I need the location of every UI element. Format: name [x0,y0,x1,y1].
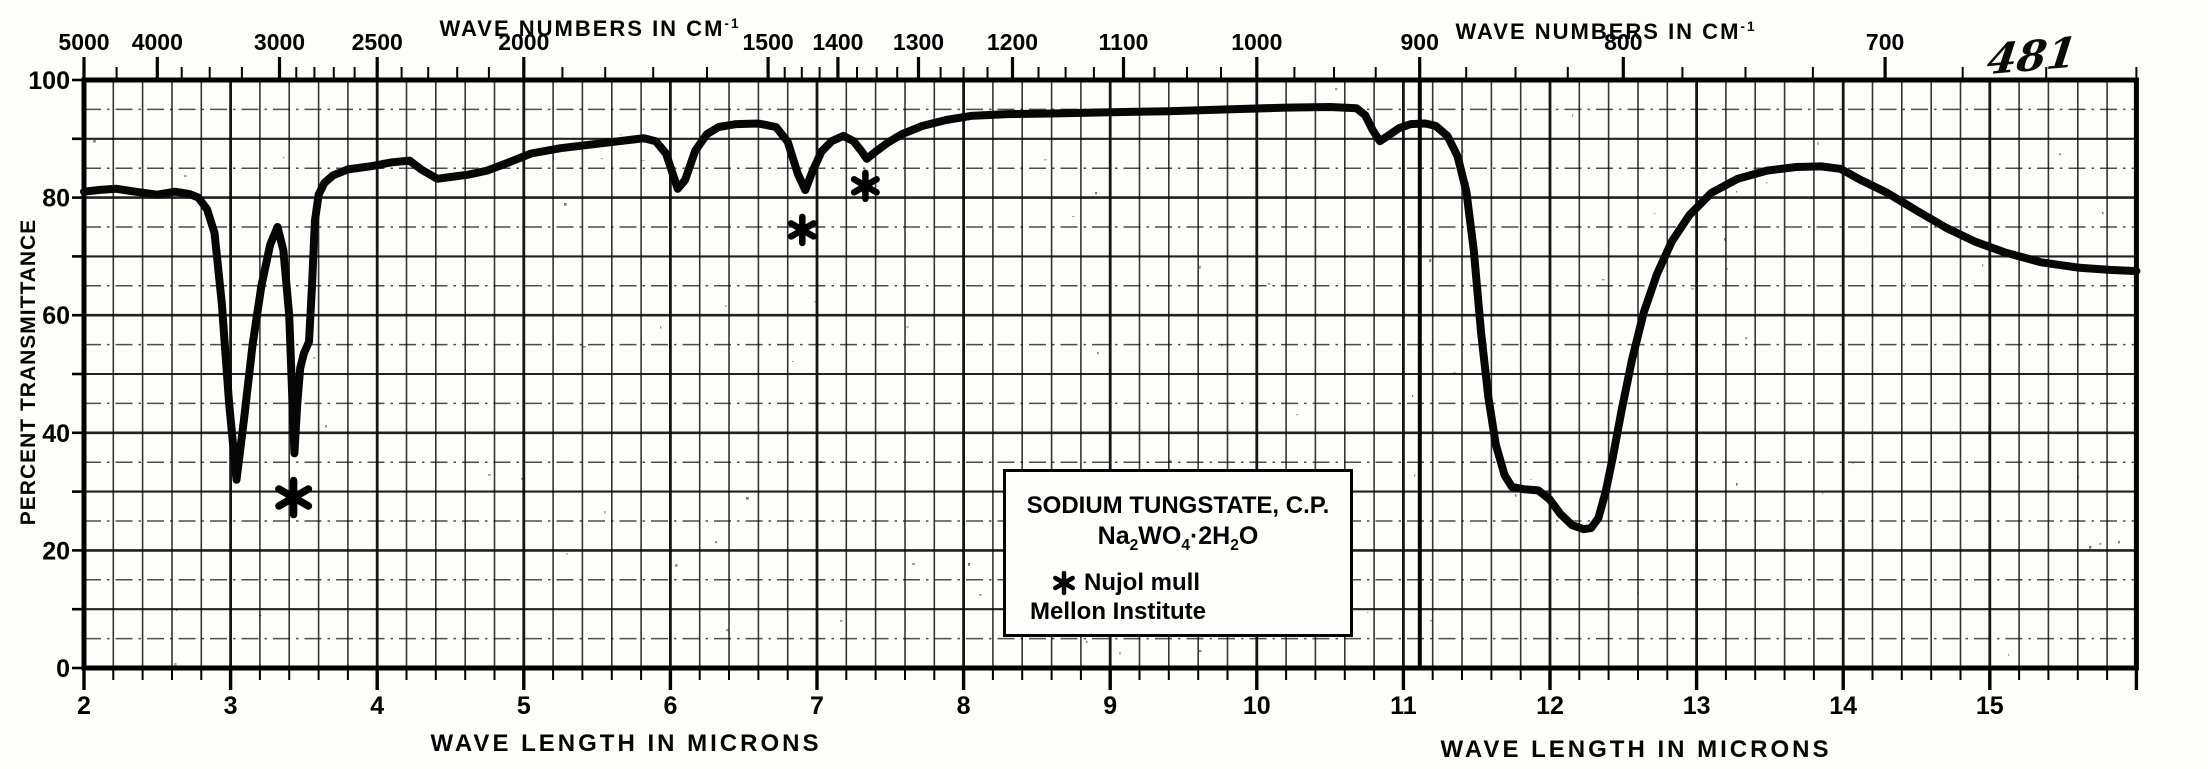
formula-text: O [1238,522,1259,550]
nujol-band-asterisk [787,213,817,247]
y-tick-label-100: 100 [28,67,70,95]
top-tick-label-2500: 2500 [352,29,403,55]
x-tick-label-9: 9 [1103,692,1117,720]
top-tick-label-3000: 3000 [254,29,305,55]
y-tick-label-0: 0 [56,655,70,683]
top-tick-label-1500: 1500 [743,29,794,55]
top-tick-label-1300: 1300 [893,29,944,55]
top-tick-label-4000: 4000 [132,29,183,55]
y-axis-ticks [72,78,84,670]
bottom-axis-title-left: WAVE LENGTH IN MICRONS [430,730,822,757]
x-axis-ticks [82,668,2139,690]
top-tick-label-800: 800 [1604,29,1642,55]
x-tick-label-11: 11 [1390,692,1417,720]
y-tick-label-60: 60 [42,302,70,330]
x-tick-label-3: 3 [224,692,238,720]
scan-speckle [93,88,2120,666]
top-tick-label-900: 900 [1401,29,1439,55]
formula-text: ·2H [1189,522,1231,550]
top-tick-label-1000: 1000 [1231,29,1282,55]
x-tick-label-14: 14 [1829,692,1857,720]
y-axis-title: PERCENT TRANSMITTANCE [17,218,40,526]
formula-subscript: 2 [1230,537,1239,554]
bottom-axis-title-right: WAVE LENGTH IN MICRONS [1440,736,1832,763]
x-tick-label-13: 13 [1683,692,1711,720]
x-tick-label-12: 12 [1536,692,1564,720]
y-tick-label-80: 80 [42,185,70,213]
nujol-asterisk-icon [1053,571,1075,595]
sample-info-box: SODIUM TUNGSTATE, C.P. Na2WO4·2H2O Nujol… [1003,469,1353,637]
top-axis-title-right: WAVE NUMBERS IN CM-1 [1455,18,1757,45]
top-tick-label-1400: 1400 [812,29,863,55]
mull-note: Nujol mull [1052,569,1200,597]
top-tick-label-1200: 1200 [987,29,1038,55]
top-tick-label-700: 700 [1866,29,1904,55]
y-tick-label-40: 40 [42,420,70,448]
formula-subscript: 4 [1181,537,1190,554]
sample-name: SODIUM TUNGSTATE, C.P. [1026,492,1330,519]
top-axis-title-right-superscript: -1 [1740,18,1757,34]
sample-formula: Na2WO4·2H2O [1006,522,1350,555]
top-tick-label-2000: 2000 [498,29,549,55]
transmittance-curve [80,103,2141,534]
x-tick-label-5: 5 [517,692,531,720]
x-tick-label-2: 2 [77,692,91,720]
x-tick-label-8: 8 [957,692,971,720]
top-axis-ticks [82,57,2138,80]
top-tick-label-5000: 5000 [58,29,109,55]
formula-text: WO [1138,522,1182,550]
nujol-band-asterisk [275,476,313,519]
laboratory-name: Mellon Institute [1030,598,1206,625]
handwritten-page-number: 481 [1984,27,2080,85]
formula-subscript: 2 [1129,537,1139,554]
x-tick-label-4: 4 [370,692,384,720]
x-tick-label-10: 10 [1243,692,1271,720]
top-tick-label-1100: 1100 [1099,29,1149,55]
x-tick-label-7: 7 [810,692,824,720]
nujol-band-asterisk [850,169,880,203]
x-tick-label-6: 6 [663,692,677,720]
y-tick-label-20: 20 [42,537,70,565]
x-tick-label-15: 15 [1976,692,2004,720]
formula-text: Na [1097,522,1130,550]
top-axis-title-left-superscript: -1 [724,15,741,31]
mull-note-label: Nujol mull [1084,569,1200,596]
x-axis-tick-labels: 2 3 4 5 6 7 8 9 10 11 12 13 14 15 [77,692,2004,720]
top-axis-tick-labels: 5000 4000 3000 2500 2000 1500 1400 1300 1200 1100… [58,29,1904,55]
top-axis-title-left: WAVE NUMBERS IN CM-1 [439,15,741,42]
y-axis-tick-labels: 100 80 60 40 20 0 [28,67,70,683]
